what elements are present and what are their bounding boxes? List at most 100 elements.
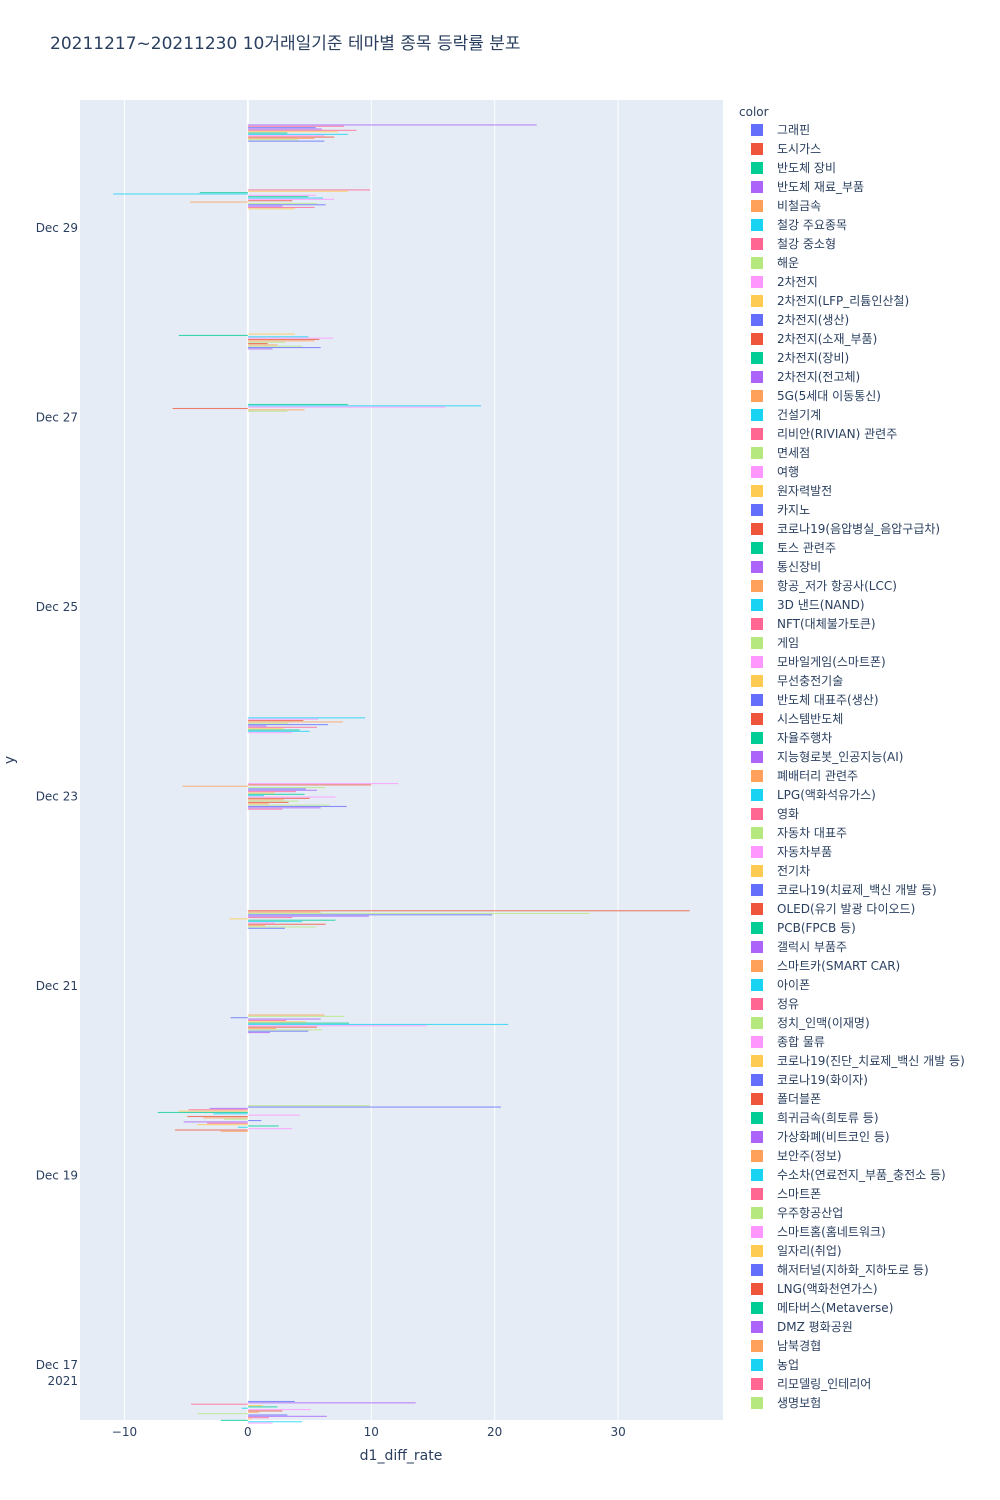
- legend-swatch[interactable]: [751, 580, 763, 592]
- bar[interactable]: [247, 720, 304, 722]
- legend-swatch[interactable]: [751, 1150, 763, 1162]
- bar[interactable]: [247, 1410, 283, 1412]
- bar[interactable]: [247, 348, 273, 350]
- bar[interactable]: [247, 1025, 427, 1027]
- bar[interactable]: [229, 918, 248, 920]
- bar[interactable]: [247, 131, 338, 133]
- bar[interactable]: [247, 139, 299, 141]
- legend-label[interactable]: 코로나19(음압병실_음압구급차): [777, 522, 940, 536]
- bar[interactable]: [175, 1129, 248, 1131]
- bar[interactable]: [247, 925, 266, 927]
- bar[interactable]: [247, 1019, 287, 1021]
- legend-label[interactable]: 수소차(연료전지_부품_충전소 등): [777, 1168, 946, 1182]
- bar[interactable]: [247, 728, 284, 730]
- legend-swatch[interactable]: [751, 409, 763, 421]
- bar[interactable]: [247, 795, 264, 797]
- bar[interactable]: [247, 792, 275, 794]
- bar[interactable]: [247, 135, 325, 137]
- bar[interactable]: [197, 1124, 248, 1126]
- bar[interactable]: [247, 137, 315, 139]
- legend-swatch[interactable]: [751, 523, 763, 535]
- bar[interactable]: [247, 1411, 259, 1413]
- legend-swatch[interactable]: [751, 466, 763, 478]
- legend-label[interactable]: 일자리(취업): [777, 1244, 842, 1258]
- legend-label[interactable]: 지능형로봇_인공지능(AI): [777, 750, 903, 764]
- legend-label[interactable]: 토스 관련주: [777, 541, 836, 555]
- legend-swatch[interactable]: [751, 770, 763, 782]
- legend-swatch[interactable]: [751, 789, 763, 801]
- legend-label[interactable]: 도시가스: [777, 142, 821, 156]
- bar[interactable]: [247, 799, 284, 801]
- legend-label[interactable]: 코로나19(화이자): [777, 1073, 868, 1087]
- legend-label[interactable]: 폴더블폰: [777, 1092, 821, 1106]
- legend-label[interactable]: LNG(액화천연가스): [777, 1281, 878, 1296]
- bar[interactable]: [220, 1130, 248, 1132]
- legend-swatch[interactable]: [751, 1112, 763, 1124]
- bar[interactable]: [241, 1407, 248, 1409]
- legend-label[interactable]: 아이폰: [777, 978, 810, 992]
- bar[interactable]: [247, 409, 305, 411]
- bar[interactable]: [247, 1026, 317, 1028]
- legend-label[interactable]: 2차전지(전고체): [777, 370, 860, 384]
- bar[interactable]: [247, 198, 335, 200]
- legend-label[interactable]: 2차전지: [777, 275, 818, 289]
- bar[interactable]: [178, 334, 248, 336]
- legend-swatch[interactable]: [751, 390, 763, 402]
- bar[interactable]: [247, 729, 300, 731]
- bar[interactable]: [247, 127, 316, 129]
- bar[interactable]: [247, 129, 357, 131]
- bar[interactable]: [247, 336, 309, 338]
- bar[interactable]: [247, 1032, 271, 1034]
- bar[interactable]: [247, 782, 399, 785]
- legend-label[interactable]: 2차전지(생산): [777, 313, 849, 327]
- bar[interactable]: [247, 1128, 293, 1130]
- bar[interactable]: [247, 202, 317, 204]
- legend-label[interactable]: PCB(FPCB 등): [777, 921, 856, 935]
- legend-swatch[interactable]: [751, 333, 763, 345]
- legend-swatch[interactable]: [751, 1188, 763, 1200]
- legend-label[interactable]: 여행: [777, 464, 799, 479]
- legend-label[interactable]: 코로나19(진단_치료제_백신 개발 등): [777, 1054, 965, 1068]
- bar[interactable]: [247, 797, 310, 799]
- legend-label[interactable]: 면세점: [777, 446, 810, 460]
- bar[interactable]: [247, 132, 288, 134]
- legend-swatch[interactable]: [751, 1036, 763, 1048]
- legend-label[interactable]: 종합 물류: [777, 1035, 825, 1049]
- bar[interactable]: [230, 1017, 248, 1019]
- legend-swatch[interactable]: [751, 1131, 763, 1143]
- bar[interactable]: [207, 1122, 248, 1124]
- bar[interactable]: [247, 921, 303, 923]
- bar[interactable]: [247, 916, 293, 919]
- legend-swatch[interactable]: [751, 922, 763, 934]
- bar[interactable]: [247, 911, 321, 913]
- legend-label[interactable]: 리비안(RIVIAN) 관련주: [777, 427, 897, 441]
- legend-label[interactable]: 자동차부품: [777, 845, 832, 859]
- bar[interactable]: [247, 194, 316, 196]
- bar[interactable]: [247, 914, 493, 916]
- bar[interactable]: [247, 927, 285, 929]
- legend-label[interactable]: NFT(대체불가토큰): [777, 617, 876, 631]
- bar[interactable]: [247, 197, 324, 199]
- bar[interactable]: [247, 726, 317, 728]
- legend-swatch[interactable]: [751, 1264, 763, 1276]
- legend-swatch[interactable]: [751, 1378, 763, 1390]
- legend-label[interactable]: 메타버스(Metaverse): [777, 1301, 893, 1315]
- bar[interactable]: [247, 124, 537, 126]
- bar[interactable]: [247, 344, 278, 346]
- legend-label[interactable]: 철강 주요종목: [777, 218, 847, 232]
- bar[interactable]: [247, 1125, 279, 1127]
- bar[interactable]: [187, 1115, 248, 1118]
- bar[interactable]: [247, 804, 330, 806]
- bar[interactable]: [247, 208, 295, 210]
- bar[interactable]: [247, 788, 306, 790]
- legend-label[interactable]: OLED(유기 발광 다이오드): [777, 902, 915, 916]
- bar[interactable]: [247, 337, 334, 339]
- legend-swatch[interactable]: [751, 447, 763, 459]
- legend-swatch[interactable]: [751, 979, 763, 991]
- bar[interactable]: [209, 1107, 248, 1109]
- legend-label[interactable]: 영화: [777, 807, 799, 821]
- legend-label[interactable]: 농업: [777, 1358, 799, 1372]
- bar[interactable]: [247, 189, 371, 191]
- bar[interactable]: [247, 721, 343, 723]
